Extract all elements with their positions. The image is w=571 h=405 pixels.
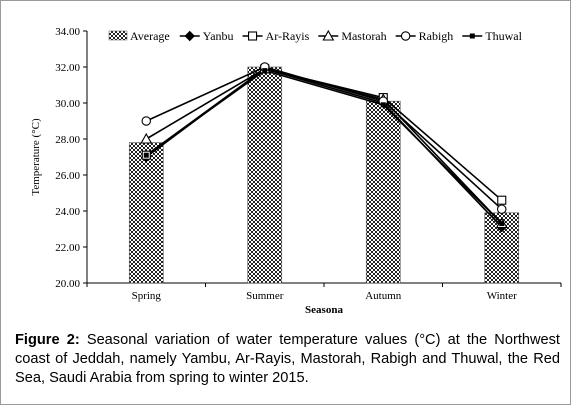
point-mastorah (140, 132, 153, 144)
point-thuwal (143, 152, 149, 158)
point-ar-rayis (497, 195, 507, 205)
legend-marker-ar-rayis (247, 31, 258, 41)
legend-marker-rabigh (400, 31, 411, 41)
y-tick-label: 22.00 (55, 242, 80, 254)
y-tick-label: 30.00 (55, 98, 80, 110)
temperature-chart: 20.00 22.00 24.00 26.00 28.00 30.00 32.00 34.00… (30, 26, 562, 316)
legend-marker-mastorah (322, 29, 335, 41)
point-thuwal (262, 68, 268, 74)
x-tick-label: Winter (487, 290, 517, 302)
y-tick-label: 32.00 (55, 62, 80, 74)
y-tick-label: 26.00 (55, 170, 80, 182)
legend-label-yanbu: Yanbu (203, 29, 234, 43)
line-rabigh (145, 66, 503, 210)
chart-legend: Average Yanbu Ar-Rayis Mastorah Rabigh Thuwal (108, 29, 523, 43)
y-tick-label: 20.00 (55, 278, 80, 290)
x-tick-label: Summer (246, 290, 284, 302)
line-mastorah (145, 67, 503, 225)
x-tick-label: Spring (132, 290, 162, 302)
bar-average (128, 142, 164, 284)
legend-label-rabigh: Rabigh (419, 29, 454, 43)
x-axis-title: Seasona (305, 304, 343, 316)
point-rabigh (496, 204, 507, 214)
legend-label-mastorah: Mastorah (341, 29, 386, 43)
legend-marker-thuwal (469, 33, 475, 39)
caption-label: Figure 2: (15, 332, 80, 348)
y-tick-label: 24.00 (55, 206, 80, 218)
point-rabigh (141, 116, 152, 126)
legend-marker-yanbu (184, 30, 195, 42)
line-yanbu (145, 67, 503, 228)
legend-label-thuwal: Thuwal (485, 29, 522, 43)
legend-label-ar-rayis: Ar-Rayis (266, 29, 310, 43)
y-axis-title: Temperature (°C) (30, 118, 42, 196)
point-thuwal (380, 102, 386, 108)
caption-text: Seasonal variation of water temperature … (15, 332, 560, 386)
figure-caption: Figure 2: Seasonal variation of water te… (15, 331, 560, 388)
bar-average (247, 66, 283, 284)
y-tick-label: 28.00 (55, 134, 80, 146)
point-thuwal (499, 221, 505, 227)
legend-swatch-average (108, 30, 128, 41)
y-tick-label: 34.00 (55, 26, 80, 38)
bar-average (365, 100, 401, 284)
line-thuwal (145, 69, 503, 225)
x-tick-label: Autumn (365, 290, 402, 302)
legend-label-average: Average (130, 29, 170, 43)
